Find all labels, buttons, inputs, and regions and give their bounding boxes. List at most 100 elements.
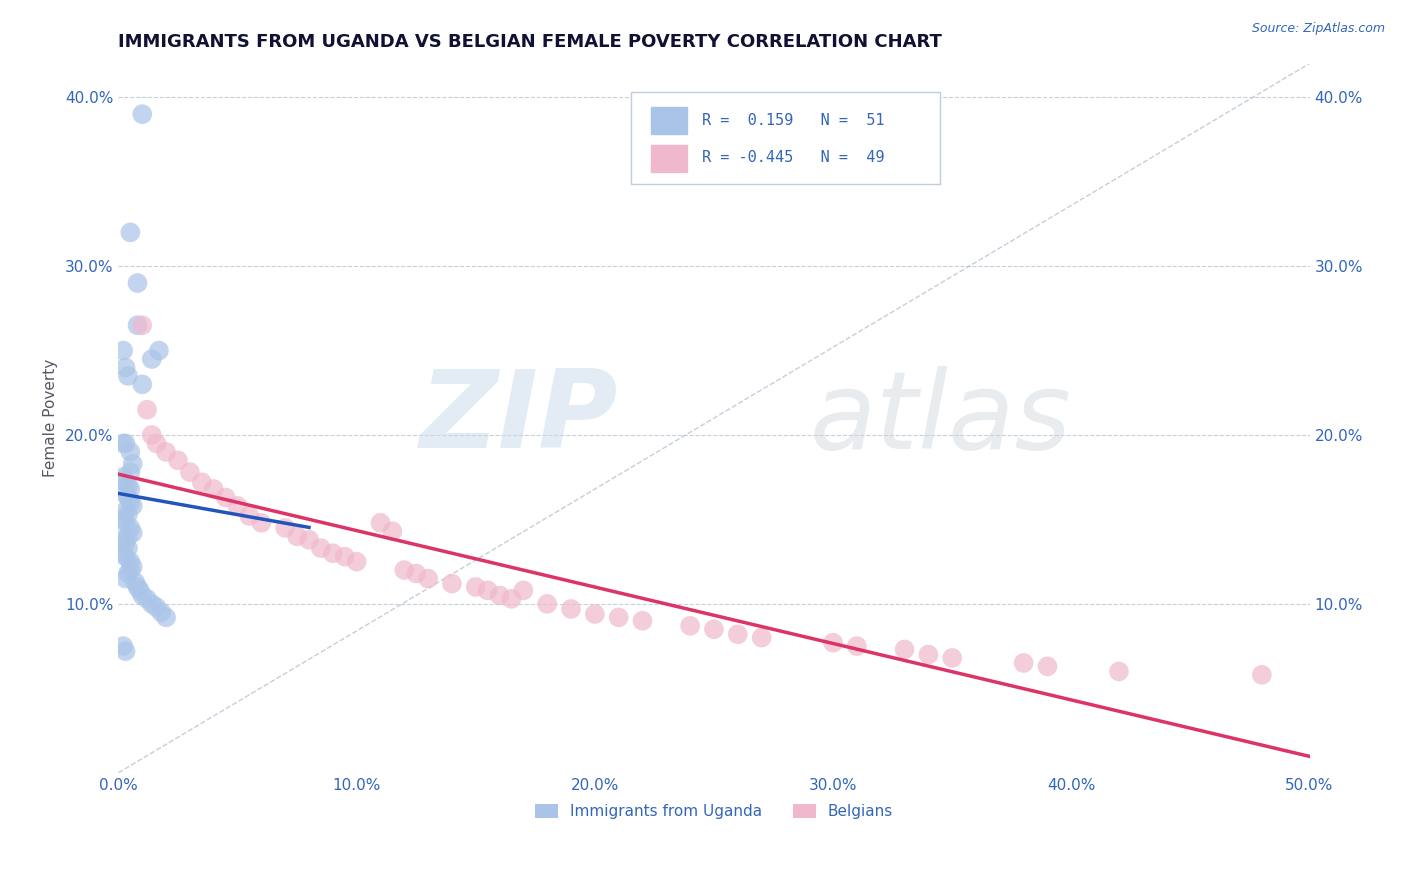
Point — [488, 589, 510, 603]
Point — [1012, 656, 1035, 670]
Point — [128, 583, 150, 598]
Point — [112, 512, 135, 526]
Point — [141, 597, 163, 611]
Point — [114, 436, 136, 450]
Point — [112, 546, 135, 560]
Point — [703, 622, 725, 636]
Point — [1108, 665, 1130, 679]
Point — [114, 360, 136, 375]
Point — [607, 610, 630, 624]
Text: R =  0.159   N =  51: R = 0.159 N = 51 — [702, 112, 884, 128]
Point — [274, 521, 297, 535]
Point — [405, 566, 427, 581]
Point — [120, 521, 142, 535]
Point — [941, 651, 963, 665]
Point — [679, 619, 702, 633]
Point — [298, 533, 321, 547]
Point — [751, 631, 773, 645]
Point — [501, 591, 523, 606]
Point — [114, 536, 136, 550]
Legend: Immigrants from Uganda, Belgians: Immigrants from Uganda, Belgians — [529, 798, 900, 825]
Point — [120, 563, 142, 577]
Point — [114, 572, 136, 586]
Point — [120, 495, 142, 509]
Point — [120, 555, 142, 569]
Y-axis label: Female Poverty: Female Poverty — [44, 359, 58, 477]
Point — [1250, 667, 1272, 681]
FancyBboxPatch shape — [651, 107, 686, 135]
Point — [136, 402, 159, 417]
Point — [112, 343, 135, 358]
Point — [120, 226, 142, 240]
Text: ZIP: ZIP — [420, 365, 619, 471]
Point — [226, 499, 249, 513]
Point — [120, 445, 142, 459]
Point — [112, 470, 135, 484]
Point — [112, 639, 135, 653]
Point — [191, 475, 214, 490]
Point — [120, 482, 142, 496]
Point — [131, 107, 153, 121]
Point — [823, 636, 845, 650]
FancyBboxPatch shape — [651, 145, 686, 172]
Point — [464, 580, 486, 594]
Point — [127, 318, 149, 333]
Point — [114, 504, 136, 518]
Point — [121, 559, 143, 574]
Point — [370, 516, 392, 530]
Point — [322, 546, 344, 560]
Point — [727, 627, 749, 641]
Point — [202, 482, 225, 496]
Point — [309, 541, 332, 556]
Point — [114, 516, 136, 530]
Point — [214, 491, 236, 505]
Point — [117, 529, 139, 543]
Point — [155, 610, 177, 624]
Point — [917, 648, 939, 662]
Point — [117, 368, 139, 383]
Point — [155, 445, 177, 459]
Point — [179, 465, 201, 479]
Point — [381, 524, 404, 539]
Point — [131, 318, 153, 333]
Point — [333, 549, 356, 564]
Point — [117, 478, 139, 492]
Point — [112, 533, 135, 547]
Point — [127, 276, 149, 290]
Point — [512, 583, 534, 598]
Text: IMMIGRANTS FROM UGANDA VS BELGIAN FEMALE POVERTY CORRELATION CHART: IMMIGRANTS FROM UGANDA VS BELGIAN FEMALE… — [118, 33, 942, 51]
Point — [124, 574, 146, 589]
Point — [136, 591, 159, 606]
Point — [117, 566, 139, 581]
Text: R = -0.445   N =  49: R = -0.445 N = 49 — [702, 151, 884, 165]
Point — [560, 602, 582, 616]
Point — [141, 351, 163, 366]
Point — [121, 525, 143, 540]
FancyBboxPatch shape — [631, 92, 941, 184]
Point — [114, 475, 136, 490]
Point — [631, 614, 654, 628]
Text: atlas: atlas — [810, 366, 1071, 471]
Point — [117, 541, 139, 556]
Point — [416, 572, 439, 586]
Point — [141, 428, 163, 442]
Point — [238, 509, 260, 524]
Point — [285, 529, 308, 543]
Point — [536, 597, 558, 611]
Point — [583, 607, 606, 621]
Point — [845, 639, 868, 653]
Point — [121, 499, 143, 513]
Point — [114, 487, 136, 501]
Point — [148, 343, 170, 358]
Point — [117, 508, 139, 522]
Point — [440, 576, 463, 591]
Point — [131, 377, 153, 392]
Point — [145, 436, 167, 450]
Point — [394, 563, 416, 577]
Point — [117, 491, 139, 505]
Point — [120, 465, 142, 479]
Point — [112, 436, 135, 450]
Point — [250, 516, 273, 530]
Point — [167, 453, 190, 467]
Point — [1036, 659, 1059, 673]
